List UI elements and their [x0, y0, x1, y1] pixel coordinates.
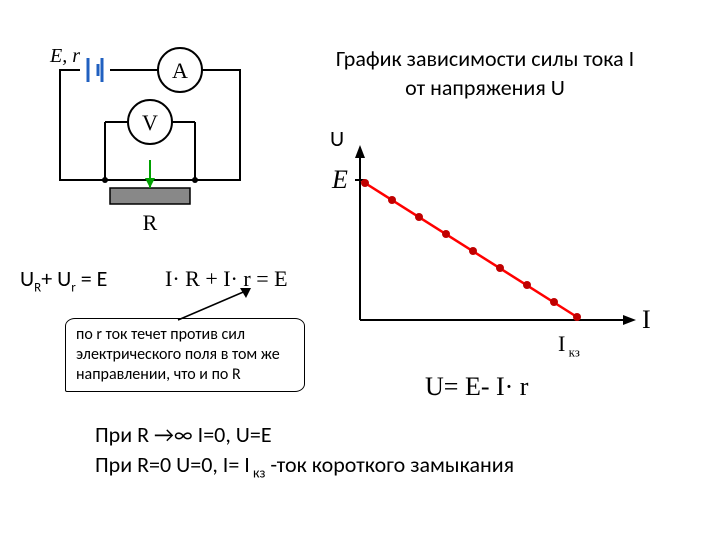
- eq-result: U= E- I· r: [425, 370, 528, 402]
- case-r-infinity: При R →∞ I=0, U=E: [95, 420, 272, 450]
- case-r-zero: При R=0 U=0, I= I кз -ток короткого замы…: [95, 450, 514, 483]
- note-box: по r ток течет против сил электрического…: [65, 318, 305, 392]
